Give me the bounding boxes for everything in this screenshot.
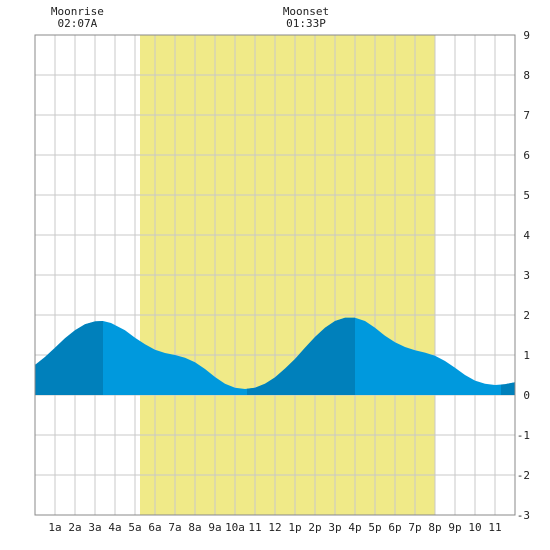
x-tick-label: 1p bbox=[288, 521, 301, 534]
y-tick-label: -3 bbox=[517, 509, 530, 522]
moon-event-time: 01:33P bbox=[286, 17, 326, 30]
y-tick-label: 3 bbox=[523, 269, 530, 282]
x-tick-label: 3a bbox=[88, 521, 101, 534]
x-tick-label: 12 bbox=[268, 521, 281, 534]
grid bbox=[35, 34, 515, 516]
plot-frame bbox=[34, 34, 516, 516]
tide-area-dark bbox=[35, 321, 103, 395]
y-tick-label: 5 bbox=[523, 189, 530, 202]
x-tick-label: 5a bbox=[128, 521, 141, 534]
y-tick-label: 1 bbox=[523, 349, 530, 362]
y-tick-label: 6 bbox=[523, 149, 530, 162]
x-tick-label: 9a bbox=[208, 521, 221, 534]
x-tick-label: 1a bbox=[48, 521, 61, 534]
plot-border bbox=[34, 34, 516, 516]
y-tick-label: 2 bbox=[523, 309, 530, 322]
x-tick-label: 4p bbox=[348, 521, 361, 534]
moon-event-time: 02:07A bbox=[57, 17, 97, 30]
x-tick-label: 5p bbox=[368, 521, 381, 534]
x-tick-label: 2p bbox=[308, 521, 321, 534]
y-axis-ticks: -3 -2 -1 0 1 2 3 4 5 6 7 8 9 bbox=[517, 29, 531, 522]
y-tick-label: 0 bbox=[523, 389, 530, 402]
x-tick-label: 6a bbox=[148, 521, 161, 534]
tide-area-dark bbox=[501, 382, 515, 395]
x-tick-label: 7a bbox=[168, 521, 181, 534]
x-tick-label: 10a bbox=[225, 521, 245, 534]
tide-area-dark bbox=[247, 317, 355, 395]
moon-event-label: Moonrise bbox=[51, 5, 104, 18]
y-tick-label: -2 bbox=[517, 469, 530, 482]
y-tick-label: 7 bbox=[523, 109, 530, 122]
x-axis-ticks: 1a 2a 3a 4a 5a 6a 7a 8a 9a 10a 11 12 1p 2p 3p 4p 5p 6p 7p 8… bbox=[48, 521, 501, 534]
x-tick-label: 8p bbox=[428, 521, 441, 534]
x-tick-label: 7p bbox=[408, 521, 421, 534]
x-tick-label: 4a bbox=[108, 521, 121, 534]
x-tick-label: 9p bbox=[448, 521, 461, 534]
tide-area bbox=[35, 317, 515, 395]
x-tick-label: 11 bbox=[488, 521, 501, 534]
x-tick-label: 2a bbox=[68, 521, 81, 534]
y-tick-label: 9 bbox=[523, 29, 530, 42]
x-tick-label: 10 bbox=[468, 521, 481, 534]
x-tick-label: 3p bbox=[328, 521, 341, 534]
y-tick-label: -1 bbox=[517, 429, 530, 442]
tide-area-light bbox=[35, 317, 515, 395]
y-tick-label: 8 bbox=[523, 69, 530, 82]
x-tick-label: 8a bbox=[188, 521, 201, 534]
x-tick-label: 6p bbox=[388, 521, 401, 534]
moon-event-label: Moonset bbox=[283, 5, 329, 18]
y-tick-label: 4 bbox=[523, 229, 530, 242]
x-tick-label: 11 bbox=[248, 521, 261, 534]
